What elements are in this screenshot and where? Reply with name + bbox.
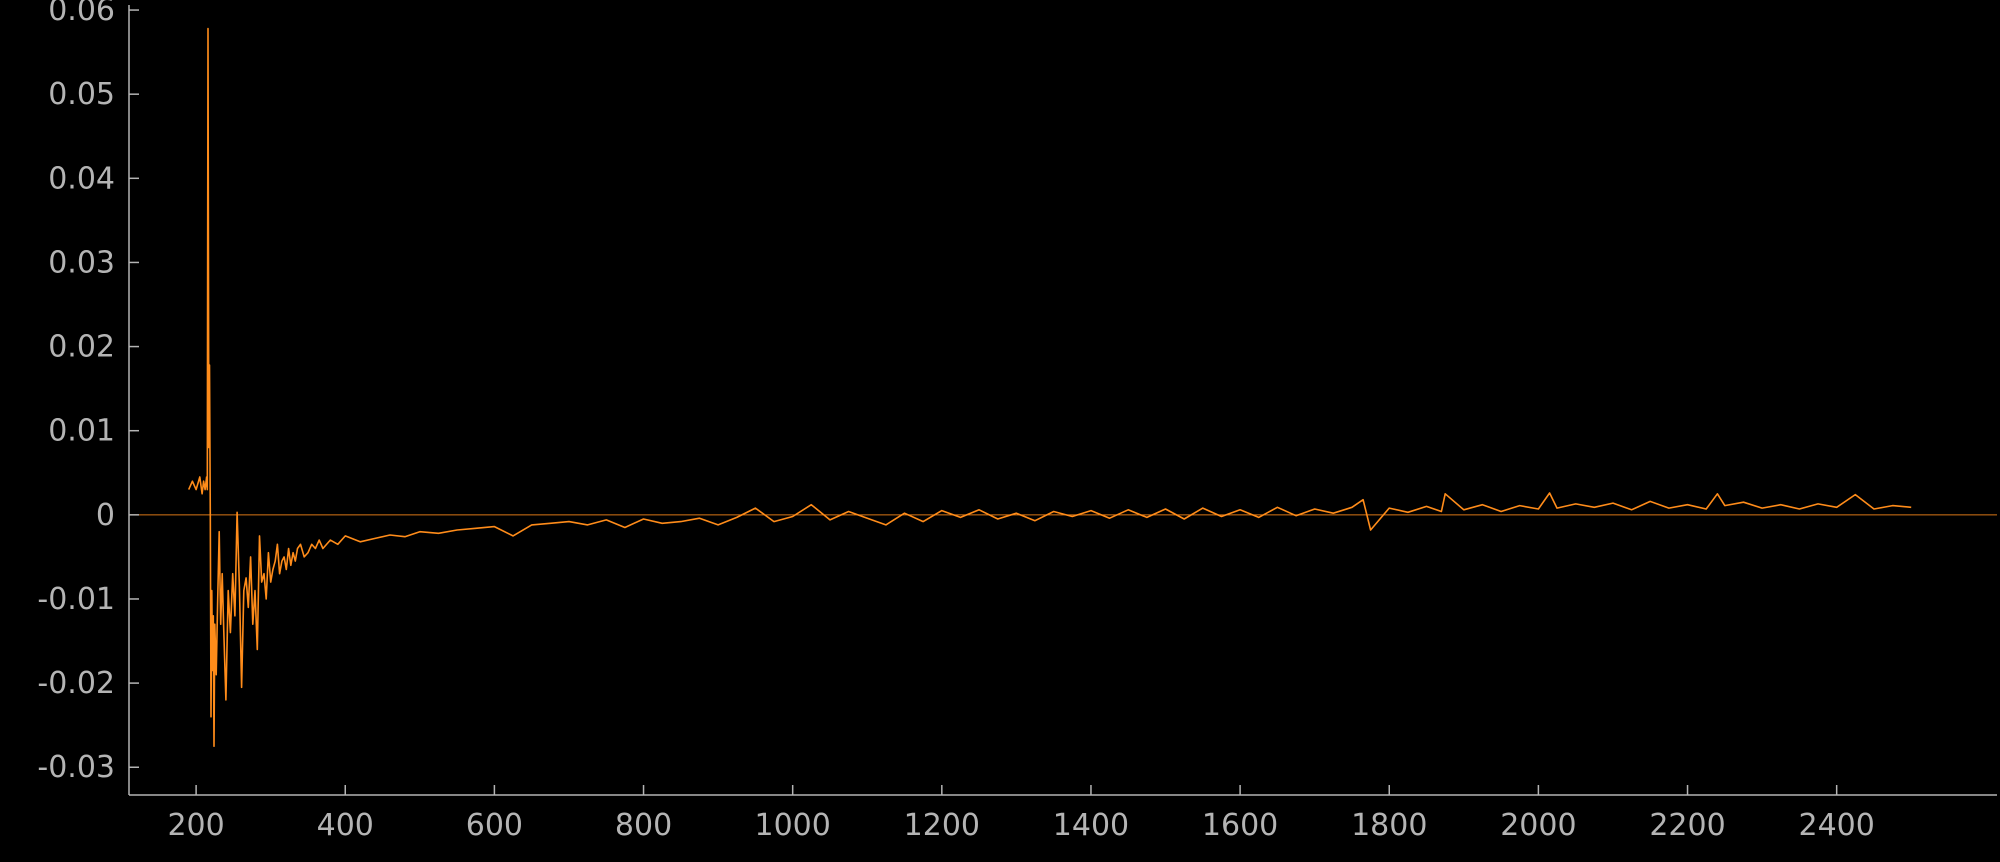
y-tick-label: 0.04 bbox=[48, 161, 115, 196]
y-tick-label: 0 bbox=[96, 498, 115, 533]
y-tick-label: -0.01 bbox=[37, 582, 115, 617]
y-tick-label: 0.06 bbox=[48, 0, 115, 28]
tick-labels: 0.06 0.05 0.04 0.03 0.02 0.01 0 -0.01 -0.02 -0.03… bbox=[37, 0, 1874, 843]
axes bbox=[128, 5, 1997, 796]
x-tick-label: 600 bbox=[466, 808, 523, 843]
x-tick-label: 2200 bbox=[1649, 808, 1725, 843]
x-tick-label: 800 bbox=[615, 808, 672, 843]
x-tick-label: 1000 bbox=[755, 808, 831, 843]
y-tick-label: 0.05 bbox=[48, 77, 115, 112]
x-tick-label: 1800 bbox=[1351, 808, 1427, 843]
x-tick-label: 1400 bbox=[1053, 808, 1129, 843]
y-tick-label: 0.01 bbox=[48, 414, 115, 449]
x-tick-label: 1200 bbox=[904, 808, 980, 843]
series-layer bbox=[187, 27, 1912, 748]
y-tick-label: -0.02 bbox=[37, 666, 115, 701]
x-tick-label: 1600 bbox=[1202, 808, 1278, 843]
x-tick-label: 200 bbox=[167, 808, 224, 843]
series-line bbox=[187, 27, 1912, 748]
y-tick-label: 0.02 bbox=[48, 330, 115, 365]
x-tick-label: 2000 bbox=[1500, 808, 1576, 843]
y-tick-label: -0.03 bbox=[37, 750, 115, 785]
x-tick-label: 400 bbox=[317, 808, 374, 843]
x-tick-label: 2400 bbox=[1798, 808, 1874, 843]
y-tick-label: 0.03 bbox=[48, 245, 115, 280]
